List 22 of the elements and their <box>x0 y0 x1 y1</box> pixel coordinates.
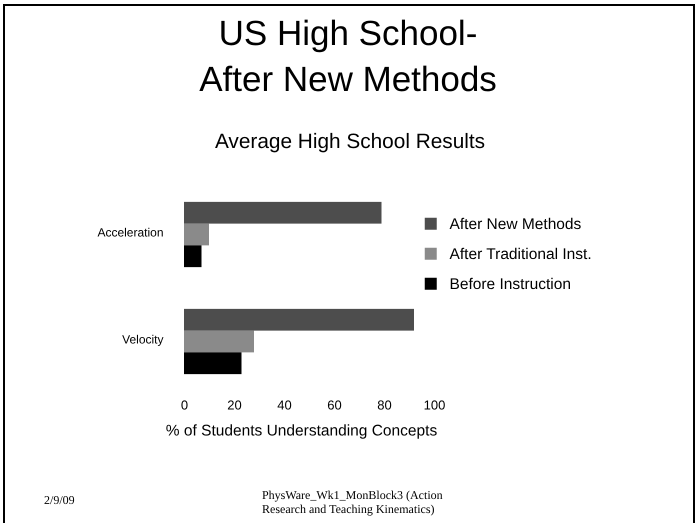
x-tick-label: 60 <box>327 398 342 412</box>
bar <box>184 202 382 224</box>
bar <box>184 330 254 352</box>
bar <box>184 352 242 374</box>
text: PhysWare_Wk1_MonBlock3 (Action Research and Teaching Kinematics) <box>262 488 444 516</box>
chart-subtitle: Average High School Results <box>214 130 486 154</box>
legend-label: Before Instruction <box>450 276 571 293</box>
legend-label: After New Methods <box>450 216 582 233</box>
bar <box>184 224 209 246</box>
x-tick-label: 100 <box>424 398 446 412</box>
x-tick-label: 20 <box>227 398 242 412</box>
bar <box>184 245 202 268</box>
bar <box>184 308 414 331</box>
y-tick-label: Velocity <box>122 332 164 346</box>
y-tick-label: Acceleration <box>97 226 164 240</box>
text: 2/9/09 <box>44 493 76 507</box>
legend-label: After Traditional Inst. <box>450 246 592 263</box>
chart-title: US High School- After New Methods <box>198 13 498 101</box>
x-tick-label: 40 <box>277 398 292 412</box>
x-tick-label: 80 <box>377 398 392 412</box>
x-tick-label: 0 <box>180 398 188 412</box>
x-axis-title: % of Students Understanding Concepts <box>166 422 438 440</box>
